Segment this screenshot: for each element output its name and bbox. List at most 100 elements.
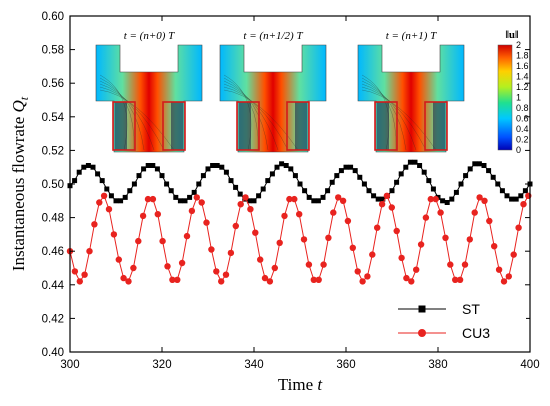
y-tick-label: 0.54: [42, 112, 65, 124]
x-axis-ticks: 300 320 340 360 380 400: [60, 16, 540, 371]
data-point-st: [463, 173, 469, 179]
data-series: [66, 159, 533, 285]
data-point-st: [440, 198, 446, 204]
highlight-box-right: [424, 101, 448, 151]
data-point-cu3: [456, 276, 464, 283]
data-point-st: [72, 178, 78, 184]
data-point-cu3: [257, 256, 264, 263]
colorbar-tick-label: 0.6: [516, 114, 529, 124]
data-point-cu3: [135, 237, 142, 245]
data-point-st: [426, 178, 432, 184]
streamline: [223, 83, 279, 151]
data-point-st: [458, 181, 464, 187]
data-point-st: [168, 188, 174, 194]
legend-label-cu3: CU3: [462, 325, 490, 341]
inset-time-label: t = (n+1) T: [386, 30, 437, 42]
data-point-st: [150, 163, 156, 168]
data-point-st: [214, 163, 220, 168]
data-point-cu3: [413, 266, 420, 273]
highlight-box-right: [286, 101, 310, 151]
data-point-cu3: [222, 271, 230, 278]
data-point-cu3: [169, 276, 176, 283]
streamline: [361, 80, 407, 151]
data-point-cu3: [208, 246, 215, 253]
data-point-st: [283, 163, 289, 168]
data-point-cu3: [495, 266, 503, 273]
data-point-cu3: [500, 278, 508, 285]
streamline: [223, 86, 289, 151]
colorbar-gradient: [497, 44, 513, 151]
data-point-cu3: [378, 201, 386, 208]
data-point-cu3: [339, 197, 347, 204]
data-point-cu3: [232, 222, 239, 230]
series-cu3: [66, 192, 532, 285]
highlight-box-left: [236, 101, 260, 151]
data-point-cu3: [481, 197, 488, 204]
x-axis-title: Time t: [278, 375, 324, 394]
data-point-st: [504, 193, 510, 199]
inset-panel-n1: t = (n+1) T: [357, 30, 465, 153]
data-point-st: [274, 164, 280, 170]
y-tick-label: 0.56: [42, 78, 64, 90]
data-point-st: [246, 198, 252, 204]
recirculation-zone: [239, 102, 251, 150]
y-tick-label: 0.52: [42, 145, 64, 157]
y-axis-ticks: 0.400.420.440.460.480.500.520.540.560.58…: [42, 11, 530, 359]
data-point-cu3: [193, 194, 200, 201]
colorbar-tick-label: 0: [516, 145, 521, 155]
colorbar-tick-label: 1.2: [516, 82, 529, 92]
data-point-cu3: [520, 201, 527, 208]
highlight-box-left: [374, 101, 398, 151]
legend-box: [388, 295, 526, 347]
data-point-st: [481, 163, 487, 168]
data-point-cu3: [335, 194, 342, 201]
data-point-st: [85, 163, 91, 168]
data-point-cu3: [398, 254, 405, 262]
streamline: [99, 86, 165, 151]
data-point-cu3: [242, 194, 249, 201]
data-point-cu3: [374, 224, 381, 231]
data-point-st: [352, 168, 358, 174]
data-point-st: [108, 193, 114, 199]
data-point-st: [237, 191, 243, 197]
data-point-st: [389, 188, 395, 194]
colorbar-tick-label: 1: [516, 93, 521, 103]
data-point-cu3: [188, 207, 196, 215]
data-point-st: [380, 196, 386, 202]
data-point-st: [444, 200, 450, 205]
data-point-cu3: [227, 249, 235, 257]
streamline: [99, 89, 175, 151]
data-point-cu3: [130, 264, 137, 272]
data-point-st: [449, 196, 455, 202]
data-point-cu3: [476, 194, 483, 201]
data-point-cu3: [432, 195, 439, 203]
data-point-cu3: [388, 204, 395, 211]
data-point-st: [302, 188, 308, 194]
data-point-st: [99, 178, 105, 184]
data-point-cu3: [393, 227, 400, 235]
colorbar-title: ‖u‖: [505, 29, 518, 41]
data-point-st: [90, 164, 96, 170]
data-point-cu3: [105, 206, 113, 213]
data-point-st: [154, 166, 160, 172]
inset-panel-nhalf: t = (n+1/2) T: [219, 30, 327, 153]
data-point-st: [76, 169, 82, 175]
data-point-st: [315, 198, 321, 204]
data-point-cu3: [115, 256, 123, 263]
recirculation-zone: [377, 102, 389, 150]
data-point-cu3: [344, 217, 352, 225]
legend: ST CU3: [388, 295, 526, 347]
colorbar: ‖u‖21.81.61.41.210.80.60.40.20: [497, 29, 529, 155]
data-point-cu3: [452, 276, 459, 283]
data-point-st: [122, 194, 128, 200]
data-point-st: [467, 166, 473, 172]
data-point-cu3: [369, 251, 376, 258]
data-point-st: [260, 186, 266, 192]
series-st: [67, 159, 533, 205]
data-point-st: [196, 181, 202, 187]
data-point-st: [191, 189, 197, 195]
data-point-cu3: [427, 195, 434, 203]
data-point-st: [265, 178, 271, 184]
data-point-cu3: [422, 214, 430, 221]
data-point-cu3: [144, 195, 152, 203]
